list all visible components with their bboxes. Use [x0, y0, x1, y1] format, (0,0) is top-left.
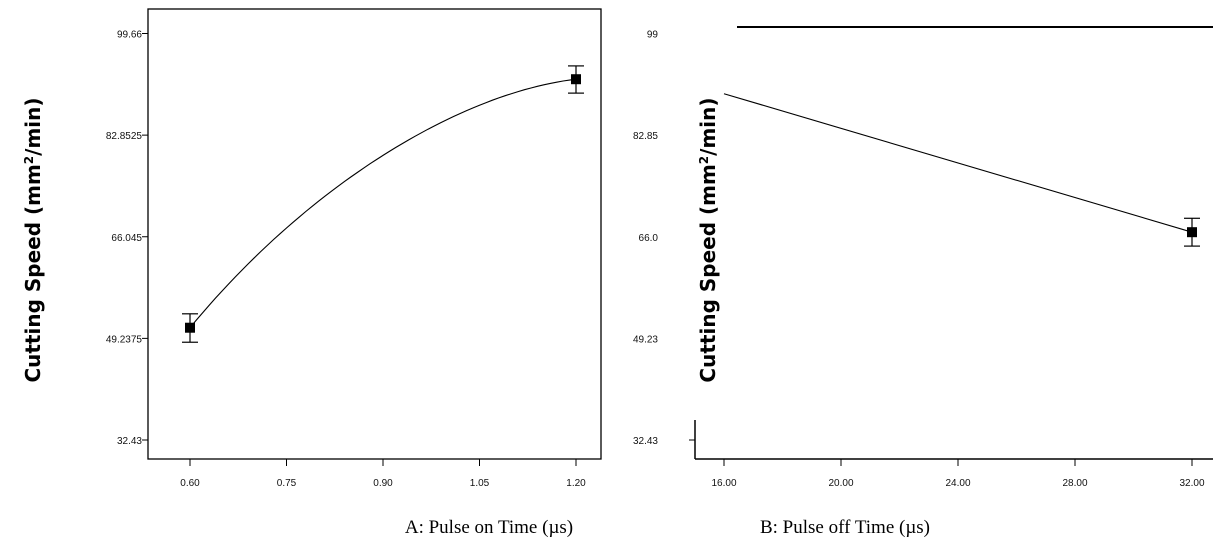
y-axis-label-superscript: 2: [22, 156, 36, 164]
x-tick-label: 28.00: [1062, 478, 1087, 489]
y-tick-label: 82.8525: [106, 131, 143, 142]
chart-panel-1: 0.60 0.75 0.90 1.05 1.20 32.43 49.2375 66.045 82…: [21, 8, 602, 538]
y-tick-label: 32.43: [117, 436, 142, 447]
x-tick-label: 1.05: [470, 478, 490, 489]
y-tick-label: 99: [647, 30, 659, 41]
x-tick-label: 20.00: [828, 478, 853, 489]
y-tick-label: 49.2375: [106, 334, 143, 345]
y-tick-label: 82.85: [633, 131, 658, 142]
x-axis-label: B: Pulse off Time (µs): [760, 517, 930, 538]
y-axis-label-superscript: 2: [697, 156, 711, 164]
fitted-curve: [723, 93, 1193, 233]
y-axis-label-text: /min): [696, 97, 720, 155]
x-tick-label: 0.60: [180, 478, 200, 489]
chart-panel-2: 16.00 20.00 24.00 28.00 32.00 32.43 49.23 66.0 8…: [633, 26, 1213, 538]
data-point: [185, 322, 195, 333]
y-axis-label: Cutting Speed (mm2/min): [696, 97, 720, 382]
data-point: [1187, 227, 1197, 238]
x-tick-label: 0.90: [373, 478, 393, 489]
y-tick-label: 66.0: [639, 233, 659, 244]
y-tick-label: 99.66: [117, 30, 142, 41]
plot-frame: [147, 8, 602, 460]
y-tick-label: 32.43: [633, 436, 658, 447]
y-tick-label: 66.045: [111, 233, 142, 244]
data-point: [571, 74, 581, 85]
x-tick-label: 24.00: [945, 478, 970, 489]
y-axis-label-text: Cutting Speed (mm: [21, 164, 45, 382]
fitted-curve: [189, 78, 577, 329]
y-tick-label: 49.23: [633, 334, 658, 345]
x-tick-label: 0.75: [277, 478, 297, 489]
x-axis-label: A: Pulse on Time (µs): [405, 517, 573, 538]
y-axis-label: Cutting Speed (mm2/min): [21, 97, 45, 382]
y-axis-label-text: /min): [21, 97, 45, 155]
y-axis-label-text: Cutting Speed (mm: [696, 164, 720, 382]
x-tick-label: 16.00: [711, 478, 736, 489]
x-tick-label: 32.00: [1179, 478, 1204, 489]
x-tick-label: 1.20: [566, 478, 586, 489]
